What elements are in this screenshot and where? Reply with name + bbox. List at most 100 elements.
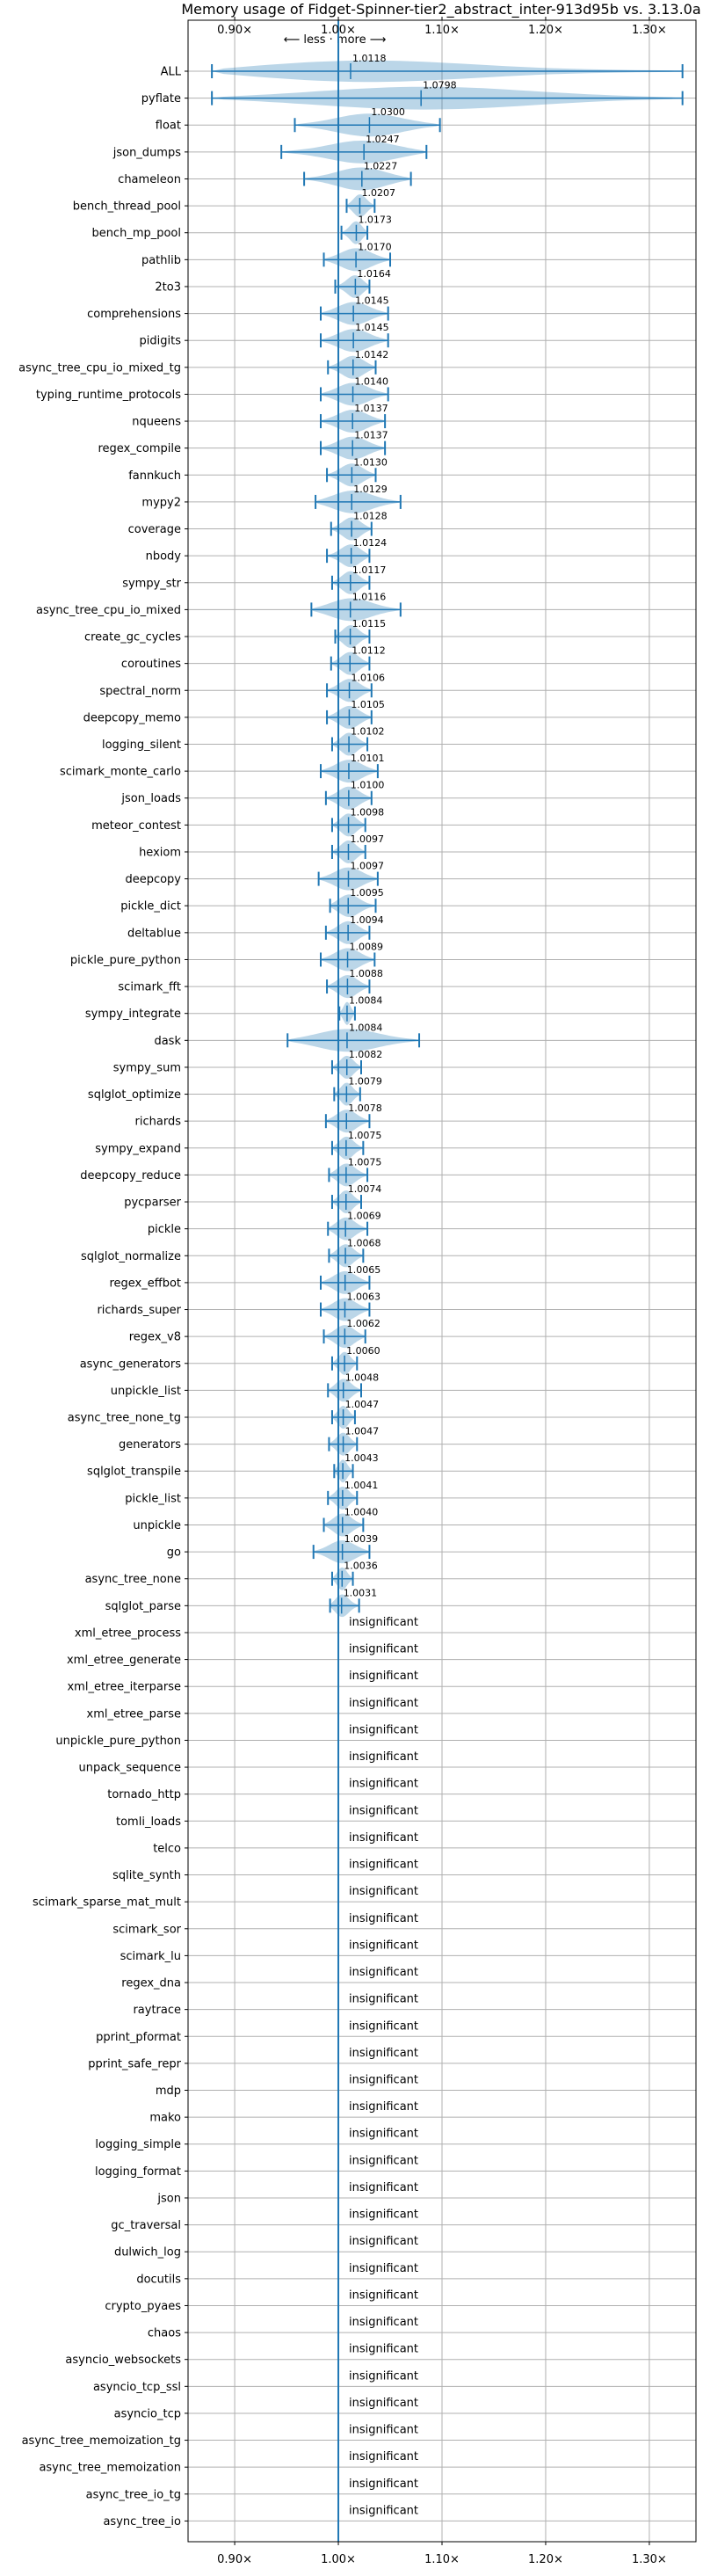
value-label: 1.0137 — [354, 403, 388, 414]
value-label: 1.0106 — [352, 672, 386, 683]
value-label: 1.0128 — [353, 511, 388, 522]
row-label: pprint_pformat — [96, 2031, 181, 2044]
insignificant-label: insignificant — [349, 2047, 418, 2060]
value-label: 1.0105 — [351, 699, 385, 710]
row-label: json — [156, 2192, 181, 2205]
value-label: 1.0170 — [358, 241, 392, 252]
row-label: docutils — [136, 2273, 181, 2286]
row-label: bench_thread_pool — [73, 200, 181, 214]
insignificant-label: insignificant — [349, 1750, 418, 1764]
row-label: async_tree_memoization — [39, 2462, 181, 2475]
row-label: sympy_sum — [113, 1061, 181, 1074]
row-label: regex_v8 — [129, 1331, 181, 1344]
row-label: scimark_fft — [118, 981, 181, 994]
row-label: typing_runtime_protocols — [36, 389, 181, 402]
row-label: nqueens — [132, 416, 181, 429]
row-label: float — [156, 120, 181, 133]
row-label: scimark_lu — [120, 1950, 181, 1963]
value-label: 1.0078 — [348, 1102, 382, 1114]
insignificant-label: insignificant — [349, 2424, 418, 2437]
value-label: 1.0074 — [348, 1183, 382, 1195]
x-tick-label-top: 1.20× — [528, 24, 563, 37]
value-label: 1.0062 — [346, 1318, 380, 1329]
insignificant-label: insignificant — [349, 1912, 418, 1925]
value-label: 1.0075 — [348, 1130, 382, 1141]
value-label: 1.0115 — [352, 618, 387, 629]
insignificant-label: insignificant — [349, 2397, 418, 2410]
label-layer: 0.90× 0.90× 1.00× 1.00× 1.10× 1.10× 1.20× 1.20×… — [18, 24, 667, 2566]
row-label: coverage — [128, 523, 181, 536]
value-label: 1.0068 — [347, 1237, 381, 1248]
row-label: xml_etree_process — [75, 1626, 181, 1640]
x-tick-label-top: 1.30× — [632, 24, 667, 37]
row-label: hexiom — [139, 846, 181, 859]
row-label: logging_silent — [102, 739, 181, 752]
value-label: 1.0047 — [345, 1399, 380, 1410]
row-label: mako — [149, 2112, 181, 2125]
row-label: sqlglot_optimize — [88, 1088, 181, 1102]
row-label: bench_mp_pool — [91, 227, 181, 240]
value-label: 1.0098 — [351, 806, 385, 818]
insignificant-label: insignificant — [349, 2074, 418, 2087]
row-label: deepcopy_memo — [83, 711, 181, 724]
value-label: 1.0164 — [357, 268, 391, 280]
row-label: async_tree_cpu_io_mixed_tg — [18, 361, 181, 375]
row-label: regex_compile — [98, 442, 181, 455]
row-label: async_tree_memoization_tg — [22, 2434, 181, 2448]
value-label: 1.0036 — [344, 1561, 378, 1572]
value-label: 1.0065 — [347, 1264, 381, 1276]
row-label: asyncio_websockets — [65, 2354, 181, 2367]
chart-title: Memory usage of Fidget-Spinner-tier2_abs… — [181, 1, 700, 18]
insignificant-label: insignificant — [349, 2128, 418, 2141]
value-label: 1.0101 — [351, 753, 385, 764]
row-label: pickle — [148, 1223, 181, 1236]
value-label: 1.0118 — [352, 53, 387, 64]
insignificant-label: insignificant — [349, 1859, 418, 1872]
value-label: 1.0079 — [348, 1076, 382, 1088]
value-label: 1.0142 — [355, 349, 389, 360]
row-label: tornado_http — [107, 1788, 181, 1801]
value-label: 1.0048 — [345, 1372, 380, 1383]
insignificant-label: insignificant — [349, 2478, 418, 2491]
row-label: pickle_dict — [120, 900, 181, 913]
row-label: sympy_integrate — [85, 1008, 181, 1021]
row-label: tomli_loads — [116, 1816, 181, 1829]
x-tick-label-top: 1.00× — [321, 24, 356, 37]
insignificant-label: insignificant — [349, 2504, 418, 2517]
value-label: 1.0145 — [355, 322, 389, 333]
insignificant-label: insignificant — [349, 1966, 418, 1979]
row-label: meteor_contest — [91, 819, 181, 833]
row-label: unpickle_list — [111, 1385, 181, 1398]
row-label: richards — [135, 1116, 182, 1129]
row-label: chaos — [148, 2327, 181, 2340]
row-label: crypto_pyaes — [105, 2300, 181, 2313]
row-label: gc_traversal — [111, 2219, 181, 2232]
row-label: async_tree_io — [103, 2515, 181, 2529]
grid-layer — [185, 17, 696, 2545]
insignificant-label: insignificant — [349, 2100, 418, 2114]
row-label: async_generators — [80, 1357, 182, 1371]
value-label: 1.0084 — [349, 995, 383, 1007]
x-tick-label-top: 1.10× — [424, 24, 460, 37]
row-label: async_tree_cpu_io_mixed — [36, 604, 181, 617]
insignificant-label: insignificant — [349, 2019, 418, 2033]
value-label: 1.0207 — [361, 187, 395, 199]
value-label: 1.0041 — [344, 1480, 379, 1491]
value-label: 1.0063 — [346, 1292, 380, 1303]
row-label: asyncio_tcp_ssl — [93, 2381, 181, 2394]
row-label: nbody — [146, 550, 182, 564]
row-label: deepcopy_reduce — [80, 1169, 181, 1182]
row-label: json_dumps — [112, 146, 181, 159]
row-label: pidigits — [140, 335, 182, 348]
value-label: 1.0102 — [351, 726, 385, 738]
value-label: 1.0798 — [423, 80, 457, 91]
row-label: scimark_sor — [112, 1923, 181, 1936]
insignificant-label: insignificant — [349, 2450, 418, 2463]
row-label: xml_etree_parse — [87, 1707, 181, 1721]
value-label: 1.0069 — [347, 1211, 381, 1222]
value-label: 1.0040 — [344, 1506, 379, 1517]
value-label: 1.0094 — [350, 914, 384, 926]
row-label: ALL — [161, 66, 182, 79]
value-label: 1.0140 — [355, 375, 389, 387]
